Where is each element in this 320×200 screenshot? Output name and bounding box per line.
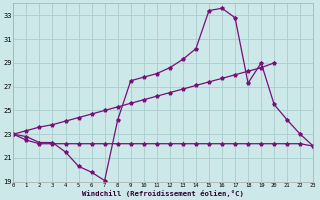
X-axis label: Windchill (Refroidissement éolien,°C): Windchill (Refroidissement éolien,°C) [82,190,244,197]
